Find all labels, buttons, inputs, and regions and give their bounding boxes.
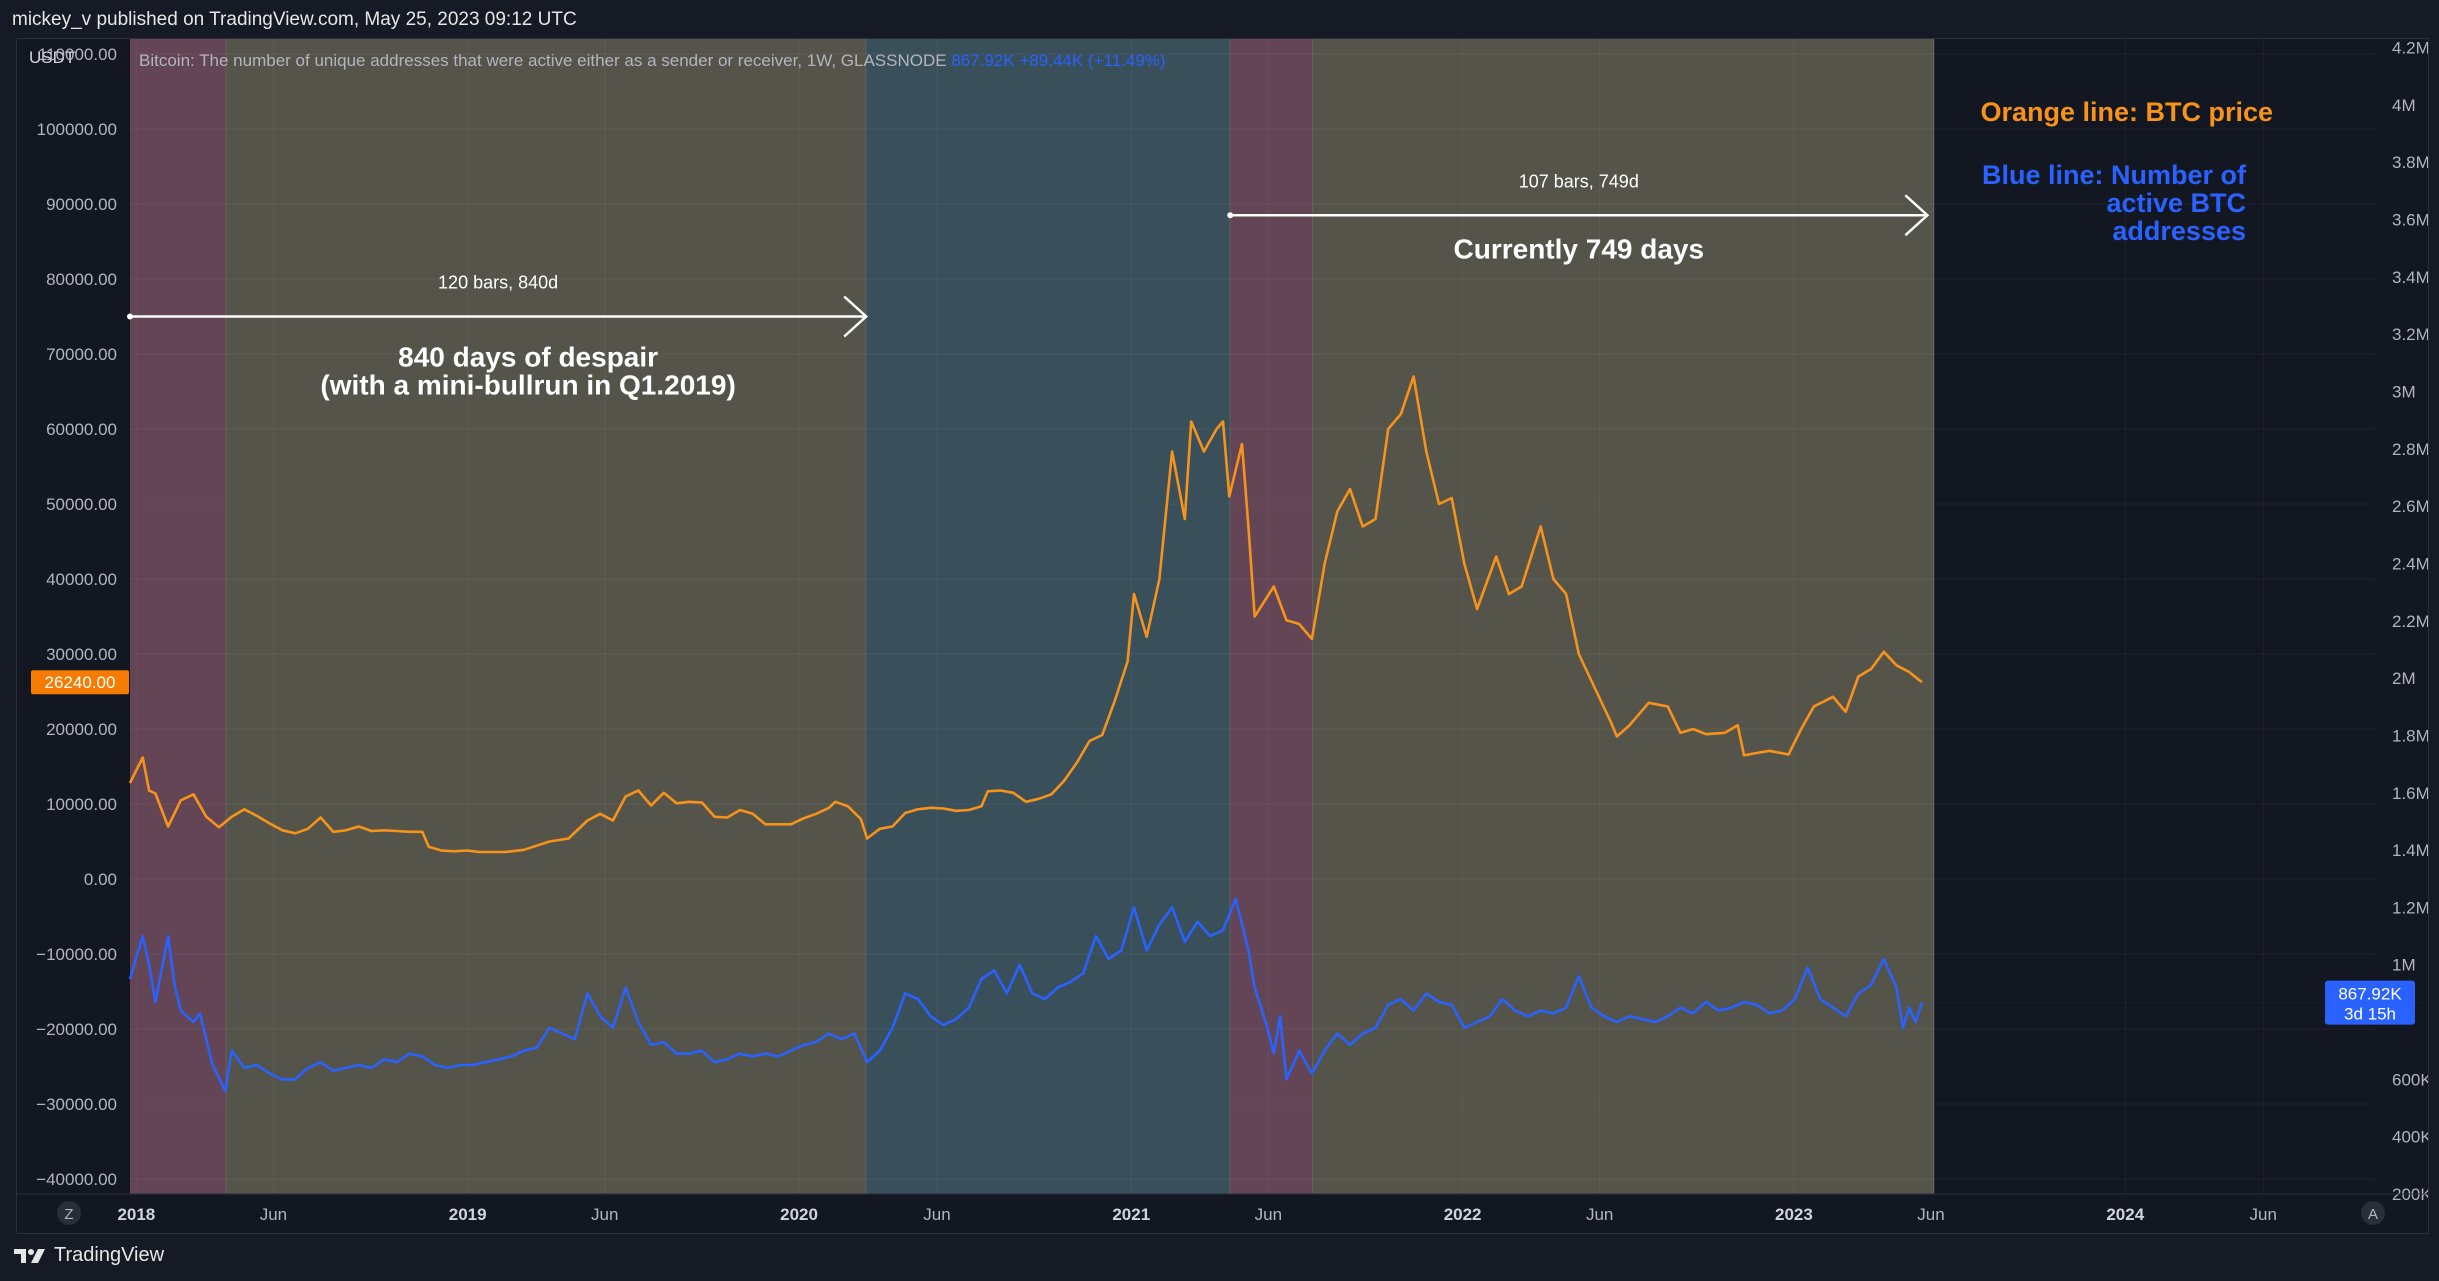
zoom-reset-button-label: Z: [64, 1206, 73, 1223]
x-axis-tick: Jun: [1917, 1205, 1944, 1224]
left-axis-tick: −20000.00: [36, 1020, 117, 1039]
annotation-layer: 120 bars, 840d 107 bars, 749d 840 days of …: [127, 171, 1930, 401]
zone-2: [226, 39, 867, 1194]
range-1-anchor[interactable]: [127, 313, 133, 320]
zone-1: [130, 39, 227, 1194]
right-axis-tick: 2.2M: [2392, 612, 2428, 631]
right-axis-tick: 1.8M: [2392, 726, 2428, 745]
zoom-reset-button[interactable]: [57, 1201, 81, 1225]
x-axis-tick: Jun: [1586, 1205, 1613, 1224]
left-axis-tick: 50000.00: [46, 495, 117, 514]
current-days-text: Currently 749 days: [1454, 233, 1705, 264]
left-axis-tick: 30000.00: [46, 645, 117, 664]
range-1-arrowhead: [843, 295, 869, 338]
x-axis-tick: 2023: [1775, 1205, 1813, 1224]
zone-5: [1312, 39, 1934, 1194]
x-axis-tick: Jun: [2250, 1205, 2277, 1224]
left-axis-tick: 90000.00: [46, 195, 117, 214]
value-badge-line-1: 867.92K: [2338, 985, 2402, 1004]
left-axis-tick: −30000.00: [36, 1095, 117, 1114]
right-axis-tick: 4M: [2392, 96, 2416, 115]
left-axis-tick: 80000.00: [46, 270, 117, 289]
x-axis-tick: 2024: [2106, 1205, 2144, 1224]
chart-frame[interactable]: 120 bars, 840d 107 bars, 749d 840 days of …: [16, 38, 2429, 1234]
blue-line-note-1: Blue line: Number of: [1982, 160, 2247, 190]
right-axis-tick: 600K: [2392, 1070, 2428, 1089]
chart-svg[interactable]: 120 bars, 840d 107 bars, 749d 840 days of …: [17, 39, 2428, 1233]
right-axis-tick: 2.4M: [2392, 554, 2428, 573]
series-layer: [128, 375, 1924, 1093]
x-axis-tick: Jun: [260, 1205, 287, 1224]
brand-name: TradingView: [54, 1244, 165, 1266]
left-axis-tick: 10000.00: [46, 795, 117, 814]
left-axis-tick: 110000.00: [38, 45, 117, 64]
range-1-label: 120 bars, 840d: [438, 273, 558, 293]
left-axis-tick: 20000.00: [46, 720, 117, 739]
blue-line-note-2: active BTC: [2106, 188, 2246, 218]
left-axis-tick: 0.00: [84, 870, 117, 889]
right-axis-tick: 400K: [2392, 1128, 2428, 1147]
right-axis-tick: 4.2M: [2392, 39, 2428, 58]
right-axis-tick: 3.4M: [2392, 268, 2428, 287]
right-axis-tick: 3.8M: [2392, 153, 2428, 172]
indicator-legend[interactable]: Bitcoin: The number of unique addresses …: [139, 51, 1166, 70]
tradingview-logo-icon: [14, 1248, 45, 1263]
active-addresses-line[interactable]: [128, 897, 1924, 1093]
indicator-legend-title: Bitcoin: The number of unique addresses …: [139, 51, 951, 70]
left-axis-tick: 100000.00: [37, 120, 117, 139]
x-axis-tick: 2018: [117, 1205, 155, 1224]
right-axis-tick: 1M: [2392, 956, 2416, 975]
right-axis-tick: 3.2M: [2392, 325, 2428, 344]
right-axis-tick: 3.6M: [2392, 211, 2428, 230]
right-axis-tick: 2.8M: [2392, 440, 2428, 459]
left-axis-tick: 60000.00: [46, 420, 117, 439]
publisher-note: mickey_v published on TradingView.com, M…: [12, 9, 577, 30]
legend-layer: Orange line: BTC price Blue line: Number …: [139, 51, 2273, 246]
left-axis-tick: 40000.00: [46, 570, 117, 589]
blue-line-note-3: addresses: [2112, 216, 2246, 246]
value-badge: [2325, 980, 2415, 1025]
range-2-arrowhead: [1904, 194, 1930, 237]
x-axis-tick: 2021: [1112, 1205, 1150, 1224]
left-axis-tick: −40000.00: [36, 1170, 117, 1189]
btc-price-line[interactable]: [128, 375, 1923, 854]
range-2-label: 107 bars, 749d: [1519, 171, 1639, 191]
indicator-legend-value: +89.44K (+11.49%): [1019, 51, 1165, 70]
zone-4: [1230, 39, 1313, 1194]
x-axis-tick: Jun: [591, 1205, 618, 1224]
right-axis-tick: 2M: [2392, 669, 2416, 688]
x-axis-tick: 2019: [449, 1205, 487, 1224]
auto-scale-button-label: A: [2368, 1206, 2378, 1223]
left-axis-tick: 70000.00: [46, 345, 117, 364]
price-badge-label: 26240.00: [45, 673, 116, 692]
x-axis-tick: 2022: [1444, 1205, 1482, 1224]
price-badge: [31, 670, 129, 695]
x-axis-tick: 2020: [780, 1205, 818, 1224]
x-axis-tick: Jun: [923, 1205, 950, 1224]
x-axis-tick: Jun: [1255, 1205, 1282, 1224]
range-2-anchor[interactable]: [1227, 212, 1234, 219]
left-axis-tick: −10000.00: [36, 945, 117, 964]
right-axis-tick: 1.2M: [2392, 898, 2428, 917]
right-axis-tick: 1.6M: [2392, 784, 2428, 803]
zone-3: [866, 39, 1231, 1194]
tradingview-brand[interactable]: TradingView: [14, 1244, 164, 1267]
right-axis-tick: 2.6M: [2392, 497, 2428, 516]
zones-layer: [130, 39, 1935, 1194]
orange-line-note: Orange line: BTC price: [1980, 97, 2273, 127]
right-axis-tick: 1.4M: [2392, 841, 2428, 860]
left-axis-unit: USDT: [29, 48, 75, 67]
indicator-legend-value: 867.92K: [951, 51, 1019, 70]
despair-text-line-1: 840 days of despair: [398, 342, 658, 373]
auto-scale-button[interactable]: [2361, 1201, 2385, 1225]
value-badge-line-2: 3d 15h: [2344, 1005, 2396, 1024]
despair-text-line-2: (with a mini-bullrun in Q1.2019): [320, 370, 735, 401]
right-axis-tick: 3M: [2392, 383, 2416, 402]
